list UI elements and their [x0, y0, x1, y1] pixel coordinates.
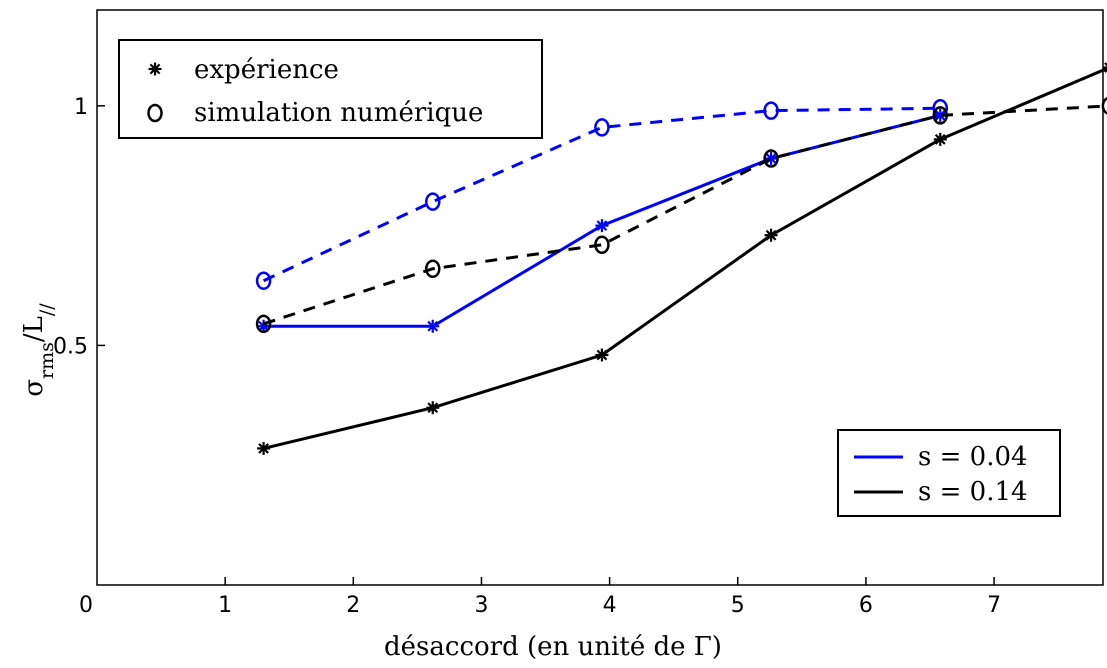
series-line [262, 106, 941, 283]
x-tick-label: 1 [218, 593, 232, 618]
legend-markers-box [118, 39, 543, 139]
data-point-circle [255, 314, 272, 334]
legend-label-s014: s = 0.14 [918, 477, 1028, 507]
legend-label-simulation: simulation numérique [194, 98, 483, 128]
series-0 [257, 108, 947, 333]
star-stroke [596, 220, 608, 231]
axes-frame [96, 9, 1104, 586]
legend-marker-symbols [147, 62, 163, 123]
star-stroke [258, 443, 269, 454]
legend-label-experience: expérience [194, 55, 339, 85]
legend-star-icon [148, 62, 162, 76]
star-stroke [149, 63, 161, 75]
star-stroke [1104, 68, 1107, 73]
ticks-layer: 1 2 3 4 5 6 7 0.5 1 [53, 95, 1001, 618]
legend-lines: s = 0.04 s = 0.14 [837, 429, 1061, 517]
data-point-star [595, 348, 609, 362]
legend-circle-icon [147, 103, 163, 123]
data-point-circle [932, 106, 948, 125]
y-axis-label-tail-sub: // [36, 303, 58, 316]
data-point-circle [594, 235, 610, 255]
data-point-star [933, 132, 947, 146]
x-tick-label: 3 [474, 593, 488, 618]
data-point-circle [425, 259, 441, 278]
x-tick-label: 2 [346, 593, 360, 618]
series-2 [257, 62, 1107, 455]
y-axis-label-tail: /L [19, 316, 49, 342]
star-stroke [1104, 62, 1107, 67]
series-layer [255, 62, 1107, 455]
data-point-circle [932, 98, 948, 118]
y-tick-label: 1 [74, 95, 88, 120]
origin-label: 0 [79, 593, 93, 618]
x-tick-label: 5 [731, 593, 745, 618]
x-tick-label: 6 [859, 593, 873, 618]
star-stroke [765, 229, 777, 241]
data-point-star [764, 228, 778, 242]
star-stroke [934, 134, 946, 145]
y-axis-label-sub: rms [36, 342, 58, 379]
data-point-star [257, 441, 271, 455]
y-axis-label-sigma: σ [19, 379, 49, 397]
y-axis-label: σrms/L// [19, 303, 58, 397]
data-point-star [1102, 62, 1107, 73]
series-1 [255, 98, 948, 290]
legend-markers: expérience simulation numérique [118, 39, 543, 139]
series-3 [255, 97, 1107, 334]
star-stroke [427, 320, 439, 332]
data-point-circle [594, 118, 610, 137]
data-point-circle [255, 271, 272, 290]
plot-frame [96, 9, 1104, 586]
data-point-star [426, 319, 440, 333]
data-point-star [595, 219, 609, 233]
legend-label-s004: s = 0.04 [918, 442, 1028, 472]
data-point-circle [763, 149, 779, 168]
x-tick-label: 4 [603, 593, 617, 618]
star-stroke [427, 402, 439, 414]
x-axis-label: désaccord (en unité de Γ) [384, 632, 722, 662]
data-point-circle [763, 101, 779, 120]
star-stroke [596, 349, 608, 361]
data-point-circle [425, 192, 441, 211]
data-point-circle [1101, 97, 1107, 115]
series-line [263, 104, 1107, 326]
legend-lines-box [837, 429, 1061, 517]
data-point-star [426, 401, 440, 415]
x-tick-label: 7 [987, 593, 1001, 618]
y-tick-label: 0.5 [53, 334, 88, 359]
series-line [263, 66, 1107, 450]
